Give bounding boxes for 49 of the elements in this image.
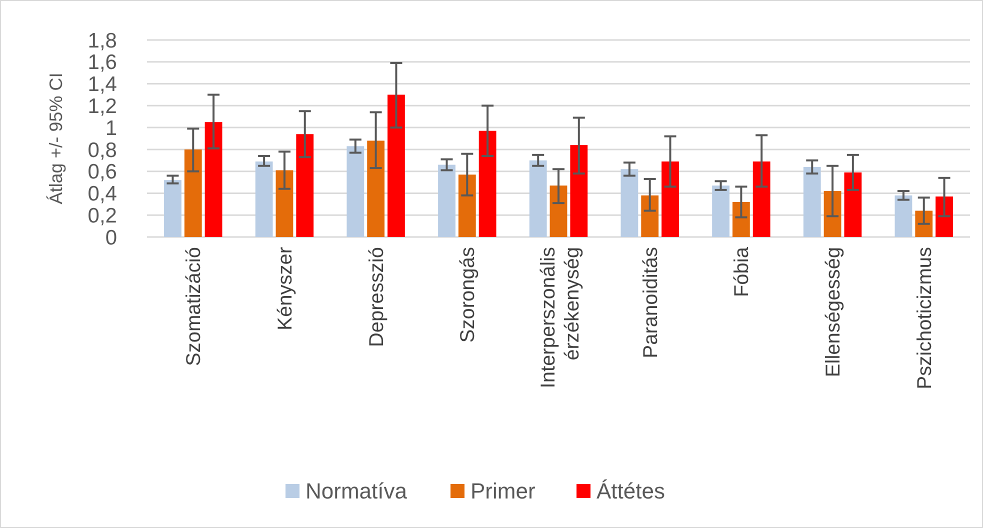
legend-label: Áttétes [596, 478, 665, 504]
legend-label: Primer [470, 478, 536, 504]
bar [367, 140, 385, 237]
bar [894, 195, 912, 237]
y-tick-label: 1,6 [88, 51, 117, 74]
bar [204, 122, 222, 237]
bar [803, 166, 821, 237]
bar [276, 170, 294, 237]
bar [478, 130, 496, 237]
bar [184, 149, 202, 237]
x-tick-label: Szorongás [457, 247, 480, 343]
y-tick-label: 1,4 [88, 73, 118, 96]
bar [732, 202, 750, 237]
bar [458, 174, 476, 237]
bar [641, 195, 659, 237]
bar [936, 196, 953, 237]
bar [752, 161, 770, 237]
bar [255, 161, 273, 237]
x-tick-label: Depresszió [366, 247, 388, 348]
x-tick-label: Interperszonális érzékenység [538, 247, 584, 388]
bar [529, 160, 547, 237]
bar [550, 186, 568, 237]
bar [824, 191, 842, 237]
y-axis-title: Átlag +/- 95% CI [46, 72, 66, 204]
y-tick-label: 0,2 [88, 204, 117, 228]
bar [712, 186, 730, 237]
y-tick-label: 1 [105, 116, 117, 140]
x-tick-label: Fóbia [731, 246, 754, 298]
bar [570, 145, 588, 237]
x-tick-label: Ellenségesség [822, 247, 845, 378]
bar [662, 161, 679, 237]
bar [346, 146, 364, 237]
bar [164, 180, 182, 237]
bar [844, 172, 862, 237]
x-tick-label: Szomatizáció [183, 247, 206, 366]
x-tick-label: Pszichoticizmus [914, 247, 936, 390]
bar [296, 134, 314, 237]
x-tick-label: Kényszer [274, 246, 296, 330]
bar [388, 94, 405, 237]
bar [620, 169, 638, 237]
y-tick-label: 1,8 [88, 29, 117, 52]
legend-label: Normatíva [306, 478, 408, 504]
y-tick-label: 0,4 [88, 182, 118, 206]
bar [438, 164, 456, 237]
y-tick-label: 0 [105, 226, 117, 250]
y-tick-label: 0,8 [88, 138, 117, 162]
y-tick-label: 1,2 [88, 95, 117, 118]
x-tick-label: Paranoiditás [640, 247, 662, 358]
y-tick-label: 0,6 [88, 160, 117, 184]
